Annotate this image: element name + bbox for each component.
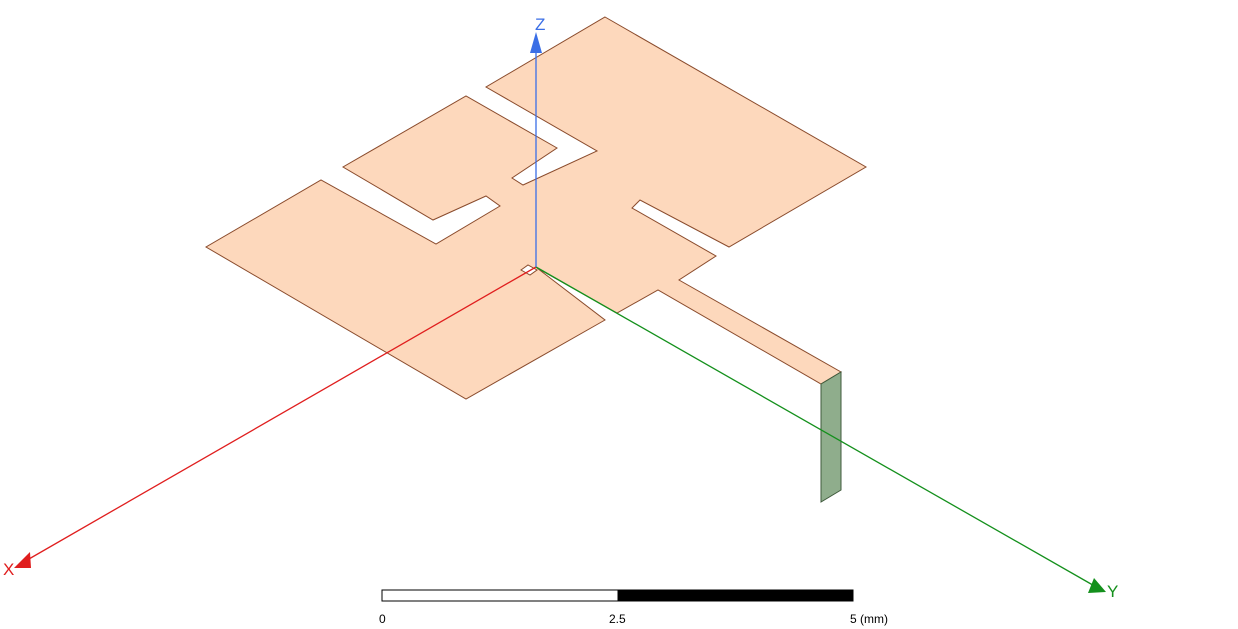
y-axis-arrow-icon bbox=[1088, 578, 1106, 593]
lumped-port[interactable] bbox=[820, 371, 842, 503]
scale-bar: 0 2.5 5 (mm) bbox=[379, 589, 888, 626]
y-axis-label: Y bbox=[1107, 582, 1118, 601]
scale-bar-tick-2-5: 2.5 bbox=[609, 612, 626, 626]
scale-bar-black-segment bbox=[617, 589, 854, 602]
scale-bar-tick-0: 0 bbox=[379, 612, 386, 626]
x-axis-line bbox=[21, 266, 537, 564]
x-axis-label: X bbox=[3, 560, 14, 579]
scale-bar-white-segment bbox=[381, 589, 619, 602]
scale-bar-tick-5mm: 5 (mm) bbox=[850, 612, 888, 626]
y-axis-line bbox=[535, 266, 1099, 589]
z-axis-arrow-icon bbox=[530, 32, 542, 53]
feed-gap bbox=[520, 264, 538, 276]
x-axis-arrow-icon bbox=[14, 552, 31, 568]
z-axis-label: Z bbox=[535, 15, 545, 34]
